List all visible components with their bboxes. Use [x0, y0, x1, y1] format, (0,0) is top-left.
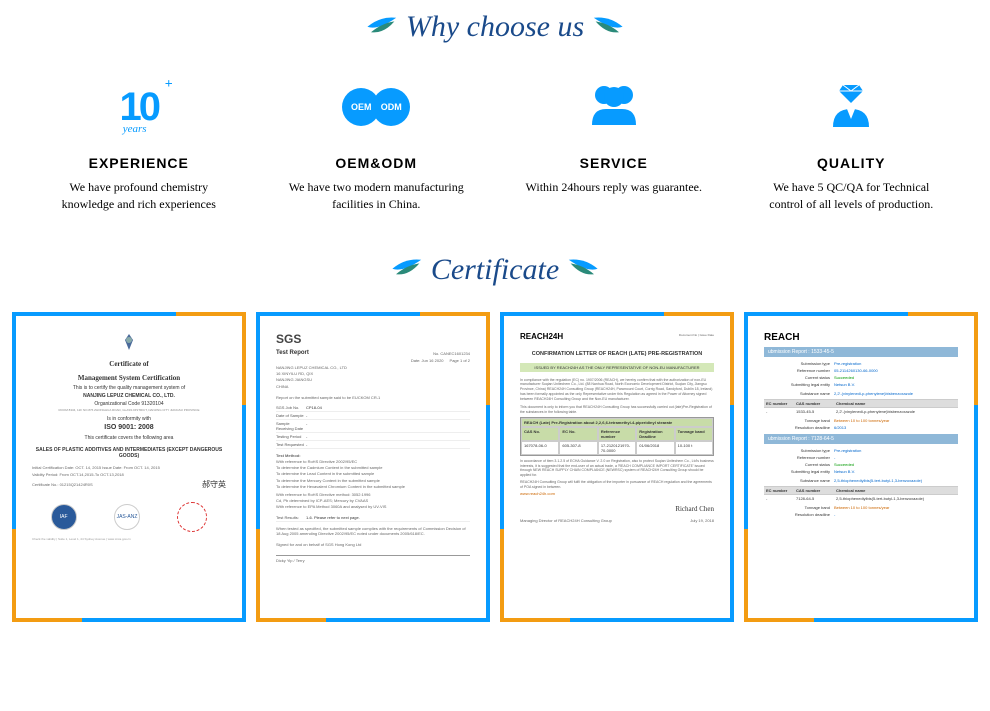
features-row: 10 + years EXPERIENCE We have profound c…: [0, 59, 990, 243]
feature-title: QUALITY: [817, 155, 885, 171]
cert-emblem-icon: [119, 332, 139, 352]
cert-content: REACH ubmission Report : 1533-45-5 Submi…: [756, 324, 966, 610]
diamond-person-icon: [823, 79, 879, 135]
feature-title: OEM&ODM: [335, 155, 417, 171]
feature-desc: We have profound chemistry knowledge and…: [49, 179, 229, 213]
feature-quality: QUALITY We have 5 QC/QA for Technical co…: [743, 79, 961, 213]
cert-content: REACH24H Document No | Issue Date CONFIR…: [512, 324, 722, 610]
leaf-right-icon: [567, 255, 603, 284]
certificate-iso: Certificate of Management System Certifi…: [12, 312, 246, 622]
reach-logo: REACH: [764, 332, 958, 343]
certificate-reach-report: REACH ubmission Report : 1533-45-5 Submi…: [744, 312, 978, 622]
cert-content: SGS Test Report No. CANEC1601234 Date: J…: [268, 324, 478, 610]
iaf-logo: IAF: [51, 504, 77, 530]
feature-experience: 10 + years EXPERIENCE We have profound c…: [30, 79, 248, 213]
sgs-logo: SGS: [276, 332, 470, 346]
leaf-left-icon: [362, 13, 398, 42]
feature-desc: Within 24hours reply was guarantee.: [526, 179, 702, 196]
jasanz-logo: JAS-ANZ: [114, 504, 140, 530]
feature-oem-odm: OEM ODM OEM&ODM We have two modern manuf…: [268, 79, 486, 213]
leaf-right-icon: [592, 13, 628, 42]
feature-title: SERVICE: [580, 155, 648, 171]
certificate-header: Certificate: [0, 243, 990, 302]
why-choose-title: Why choose us: [406, 10, 584, 44]
people-icon: [586, 79, 642, 135]
ten-years-icon: 10 + years: [99, 79, 179, 135]
certificate-reach-letter: REACH24H Document No | Issue Date CONFIR…: [500, 312, 734, 622]
feature-desc: We have 5 QC/QA for Technical control of…: [761, 179, 941, 213]
cert-content: Certificate of Management System Certifi…: [24, 324, 234, 610]
red-stamp-icon: [177, 502, 207, 532]
feature-service: SERVICE Within 24hours reply was guarant…: [505, 79, 723, 213]
certificate-sgs: SGS Test Report No. CANEC1601234 Date: J…: [256, 312, 490, 622]
oem-odm-icon: OEM ODM: [342, 79, 410, 135]
feature-title: EXPERIENCE: [89, 155, 189, 171]
leaf-left-icon: [387, 255, 423, 284]
feature-desc: We have two modern manufacturing facilit…: [286, 179, 466, 213]
why-choose-header: Why choose us: [0, 0, 990, 59]
certificate-title: Certificate: [431, 253, 559, 287]
reach24h-logo: REACH24H: [520, 332, 563, 341]
certificates-row: Certificate of Management System Certifi…: [0, 302, 990, 642]
